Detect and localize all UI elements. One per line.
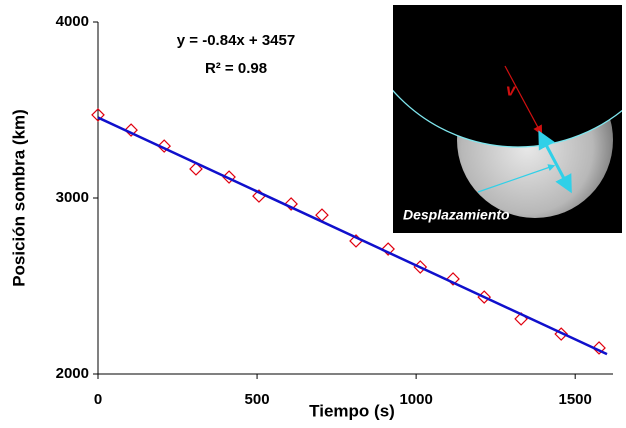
trend-equation: y = -0.84x + 3457	[177, 32, 295, 49]
pointer-arrow	[477, 164, 556, 193]
x-tick-label: 0	[94, 391, 102, 408]
velocity-label: v	[506, 80, 517, 99]
plot-area: 2000 3000 4000 0 500 1000 1500	[56, 13, 613, 408]
data-point	[592, 341, 606, 355]
x-axis-label: Tiempo (s)	[309, 401, 395, 420]
y-tick-label: 2000	[56, 365, 89, 382]
x-tick-label: 1000	[399, 391, 432, 408]
inset-image: v Desplazamiento	[393, 5, 622, 233]
displacement-arrow	[538, 130, 572, 194]
r-squared: R² = 0.98	[205, 60, 267, 77]
trend-line	[97, 116, 608, 356]
data-point	[222, 170, 236, 184]
y-tick-label: 3000	[56, 189, 89, 206]
data-point	[91, 108, 105, 122]
x-tick-label: 500	[245, 391, 270, 408]
data-point	[189, 162, 203, 176]
y-axis-label: Posición sombra (km)	[9, 109, 28, 287]
velocity-arrow	[504, 65, 543, 136]
y-tick-label: 4000	[56, 13, 89, 30]
data-point	[157, 139, 172, 153]
x-tick-label: 1500	[559, 391, 592, 408]
data-point	[381, 242, 395, 256]
shadow-circle	[393, 5, 622, 148]
data-point	[284, 197, 298, 211]
data-point	[446, 272, 460, 286]
displacement-label: Desplazamiento	[403, 207, 510, 223]
data-point	[124, 123, 138, 137]
